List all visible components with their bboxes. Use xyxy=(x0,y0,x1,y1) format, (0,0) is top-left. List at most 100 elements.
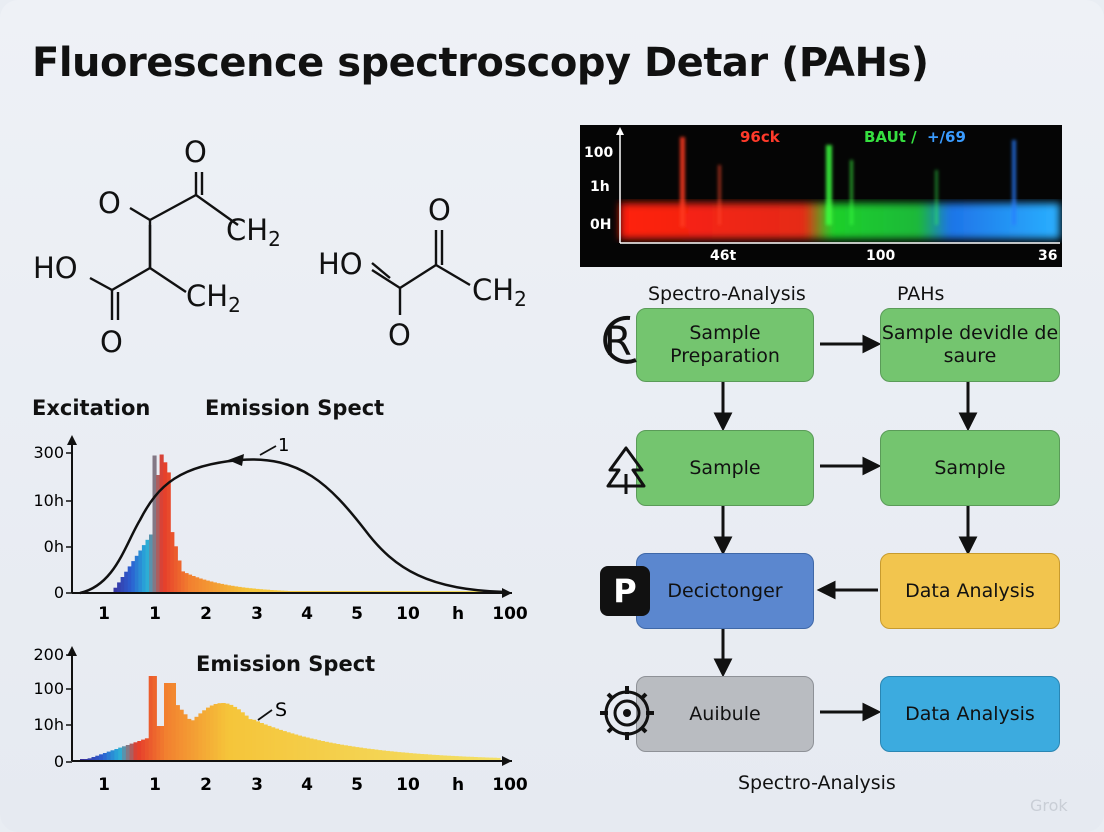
spectrum-bar xyxy=(270,727,276,761)
sample-devidle-box[interactable]: Sample devidle de saure xyxy=(880,308,1060,382)
spectrum-bar xyxy=(316,740,322,761)
spectrum-bar xyxy=(145,539,150,593)
spectrum-bar xyxy=(141,545,146,593)
x-tick-label: 1 xyxy=(98,775,110,795)
m1-ch2-bottom: CH2 xyxy=(186,279,241,317)
spectrum-bar xyxy=(163,462,168,593)
spec-xtick: 36 xyxy=(1038,248,1057,264)
sample-box-left[interactable]: Sample xyxy=(636,430,814,506)
watermark: Grok xyxy=(1030,796,1068,815)
flow-connectors xyxy=(713,334,978,722)
spectrum-bar xyxy=(171,683,176,761)
x-tick-label: 1 xyxy=(149,604,161,624)
spectrum-bar xyxy=(134,555,139,593)
flow-header-right: PAHs xyxy=(897,283,945,305)
spectrum-bar xyxy=(370,749,375,761)
spectrum-bar xyxy=(248,719,253,761)
spectrum-bar xyxy=(255,721,260,761)
data-analysis-box-cyan[interactable]: Data Analysis xyxy=(880,676,1060,752)
y-tick-label: 200 xyxy=(33,645,64,664)
spectrum-bar xyxy=(141,739,146,761)
spectrum-bar xyxy=(102,753,108,761)
spectrum-bar xyxy=(416,753,421,761)
spectrum-bar xyxy=(152,676,157,761)
spectrum-bar xyxy=(255,588,260,593)
spectrum-bar xyxy=(87,758,92,761)
y-tick-label: 0h xyxy=(44,537,64,556)
spectrum-bar xyxy=(175,705,180,761)
spectrogram-label-red: 96ck xyxy=(740,128,781,146)
spectrum-bar xyxy=(431,754,436,761)
spectrum-bar xyxy=(244,715,249,761)
spectrum-bar xyxy=(205,580,210,593)
spectrum-bar xyxy=(408,753,413,761)
spectrum-bar xyxy=(191,576,196,593)
sample-box-right[interactable]: Sample xyxy=(880,430,1060,506)
top-spectrum-bars xyxy=(113,454,501,593)
molecule-1-bonds xyxy=(89,172,239,320)
spectrum-bar xyxy=(283,590,288,593)
spectrum-bar xyxy=(339,744,344,761)
spectrum-bar xyxy=(156,475,161,593)
tree-icon xyxy=(606,446,646,494)
spectrum-bar xyxy=(492,757,497,761)
spectrum-bar xyxy=(190,720,196,761)
excitation-label: Excitation xyxy=(32,396,151,420)
x-tick-label: 1 xyxy=(149,775,161,795)
spectrum-bar xyxy=(419,754,425,761)
bottom-annotation: S xyxy=(275,699,287,721)
spectrogram-band xyxy=(620,203,1060,239)
molecule-structures: O O CH2 HO CH2 O O HO CH2 O xyxy=(33,135,527,359)
spectrum-bar xyxy=(221,703,226,761)
spectrum-bar xyxy=(278,729,283,761)
x-tick-label: 4 xyxy=(301,604,313,624)
spectrum-bar xyxy=(251,588,256,593)
spectrum-bar xyxy=(202,710,207,761)
spectrum-bar xyxy=(484,757,490,761)
spectrum-bar xyxy=(358,747,364,761)
spectrum-bar xyxy=(213,704,218,761)
spectrum-bar xyxy=(148,676,154,761)
y-tick-label: 10h xyxy=(34,491,65,510)
spectrum-bar xyxy=(180,571,185,593)
spectrum-bar xyxy=(232,706,238,761)
top-x-ticks: 1 1 2 3 4 5 10 h 100 xyxy=(98,604,528,624)
spectrum-bar xyxy=(297,735,302,761)
spectrum-bar xyxy=(149,534,154,593)
spectrum-bar xyxy=(465,756,470,761)
spectrum-bar xyxy=(309,738,314,761)
spectrum-bar xyxy=(362,748,367,761)
spectrum-bar xyxy=(244,587,249,593)
spectrum-bar xyxy=(461,756,467,761)
spectrum-bar xyxy=(223,584,228,593)
gear-icon xyxy=(600,686,654,740)
spectrum-bar xyxy=(276,590,281,593)
spectrum-bar xyxy=(125,745,131,761)
spectrum-bar xyxy=(269,590,274,593)
y-tick-label: 0 xyxy=(54,583,64,602)
spectrum-bar xyxy=(144,738,150,761)
bottom-spectrum-bars xyxy=(80,676,501,761)
data-analysis-box-yellow[interactable]: Data Analysis xyxy=(880,553,1060,629)
spectrum-bar xyxy=(133,742,138,761)
x-tick-label: 3 xyxy=(251,604,263,624)
spectrum-bar xyxy=(137,741,142,761)
spectrum-bar xyxy=(216,583,221,593)
x-tick-label: 10 xyxy=(396,775,420,795)
spectrum-bar xyxy=(113,587,118,593)
spectrum-bar xyxy=(206,707,211,761)
spectrum-bar xyxy=(156,726,161,761)
m1-ch2-top: CH2 xyxy=(226,213,281,251)
sample-preparation-box[interactable]: Sample Preparation xyxy=(636,308,814,382)
spectrum-bar xyxy=(351,746,356,761)
spectrum-bar xyxy=(118,747,123,761)
auibule-box[interactable]: Auibule xyxy=(636,676,814,752)
spectrum-bar xyxy=(469,756,474,761)
x-tick-label: 10 xyxy=(396,604,420,624)
page-title: Fluorescence spectroscopy Detar (PAHs) xyxy=(32,40,929,86)
decictonger-box[interactable]: Decictonger xyxy=(636,553,814,629)
spectrum-bar xyxy=(186,718,192,761)
spectrum-bar xyxy=(324,741,329,761)
spectrum-bar xyxy=(450,755,455,761)
spectrum-bar xyxy=(412,753,417,761)
